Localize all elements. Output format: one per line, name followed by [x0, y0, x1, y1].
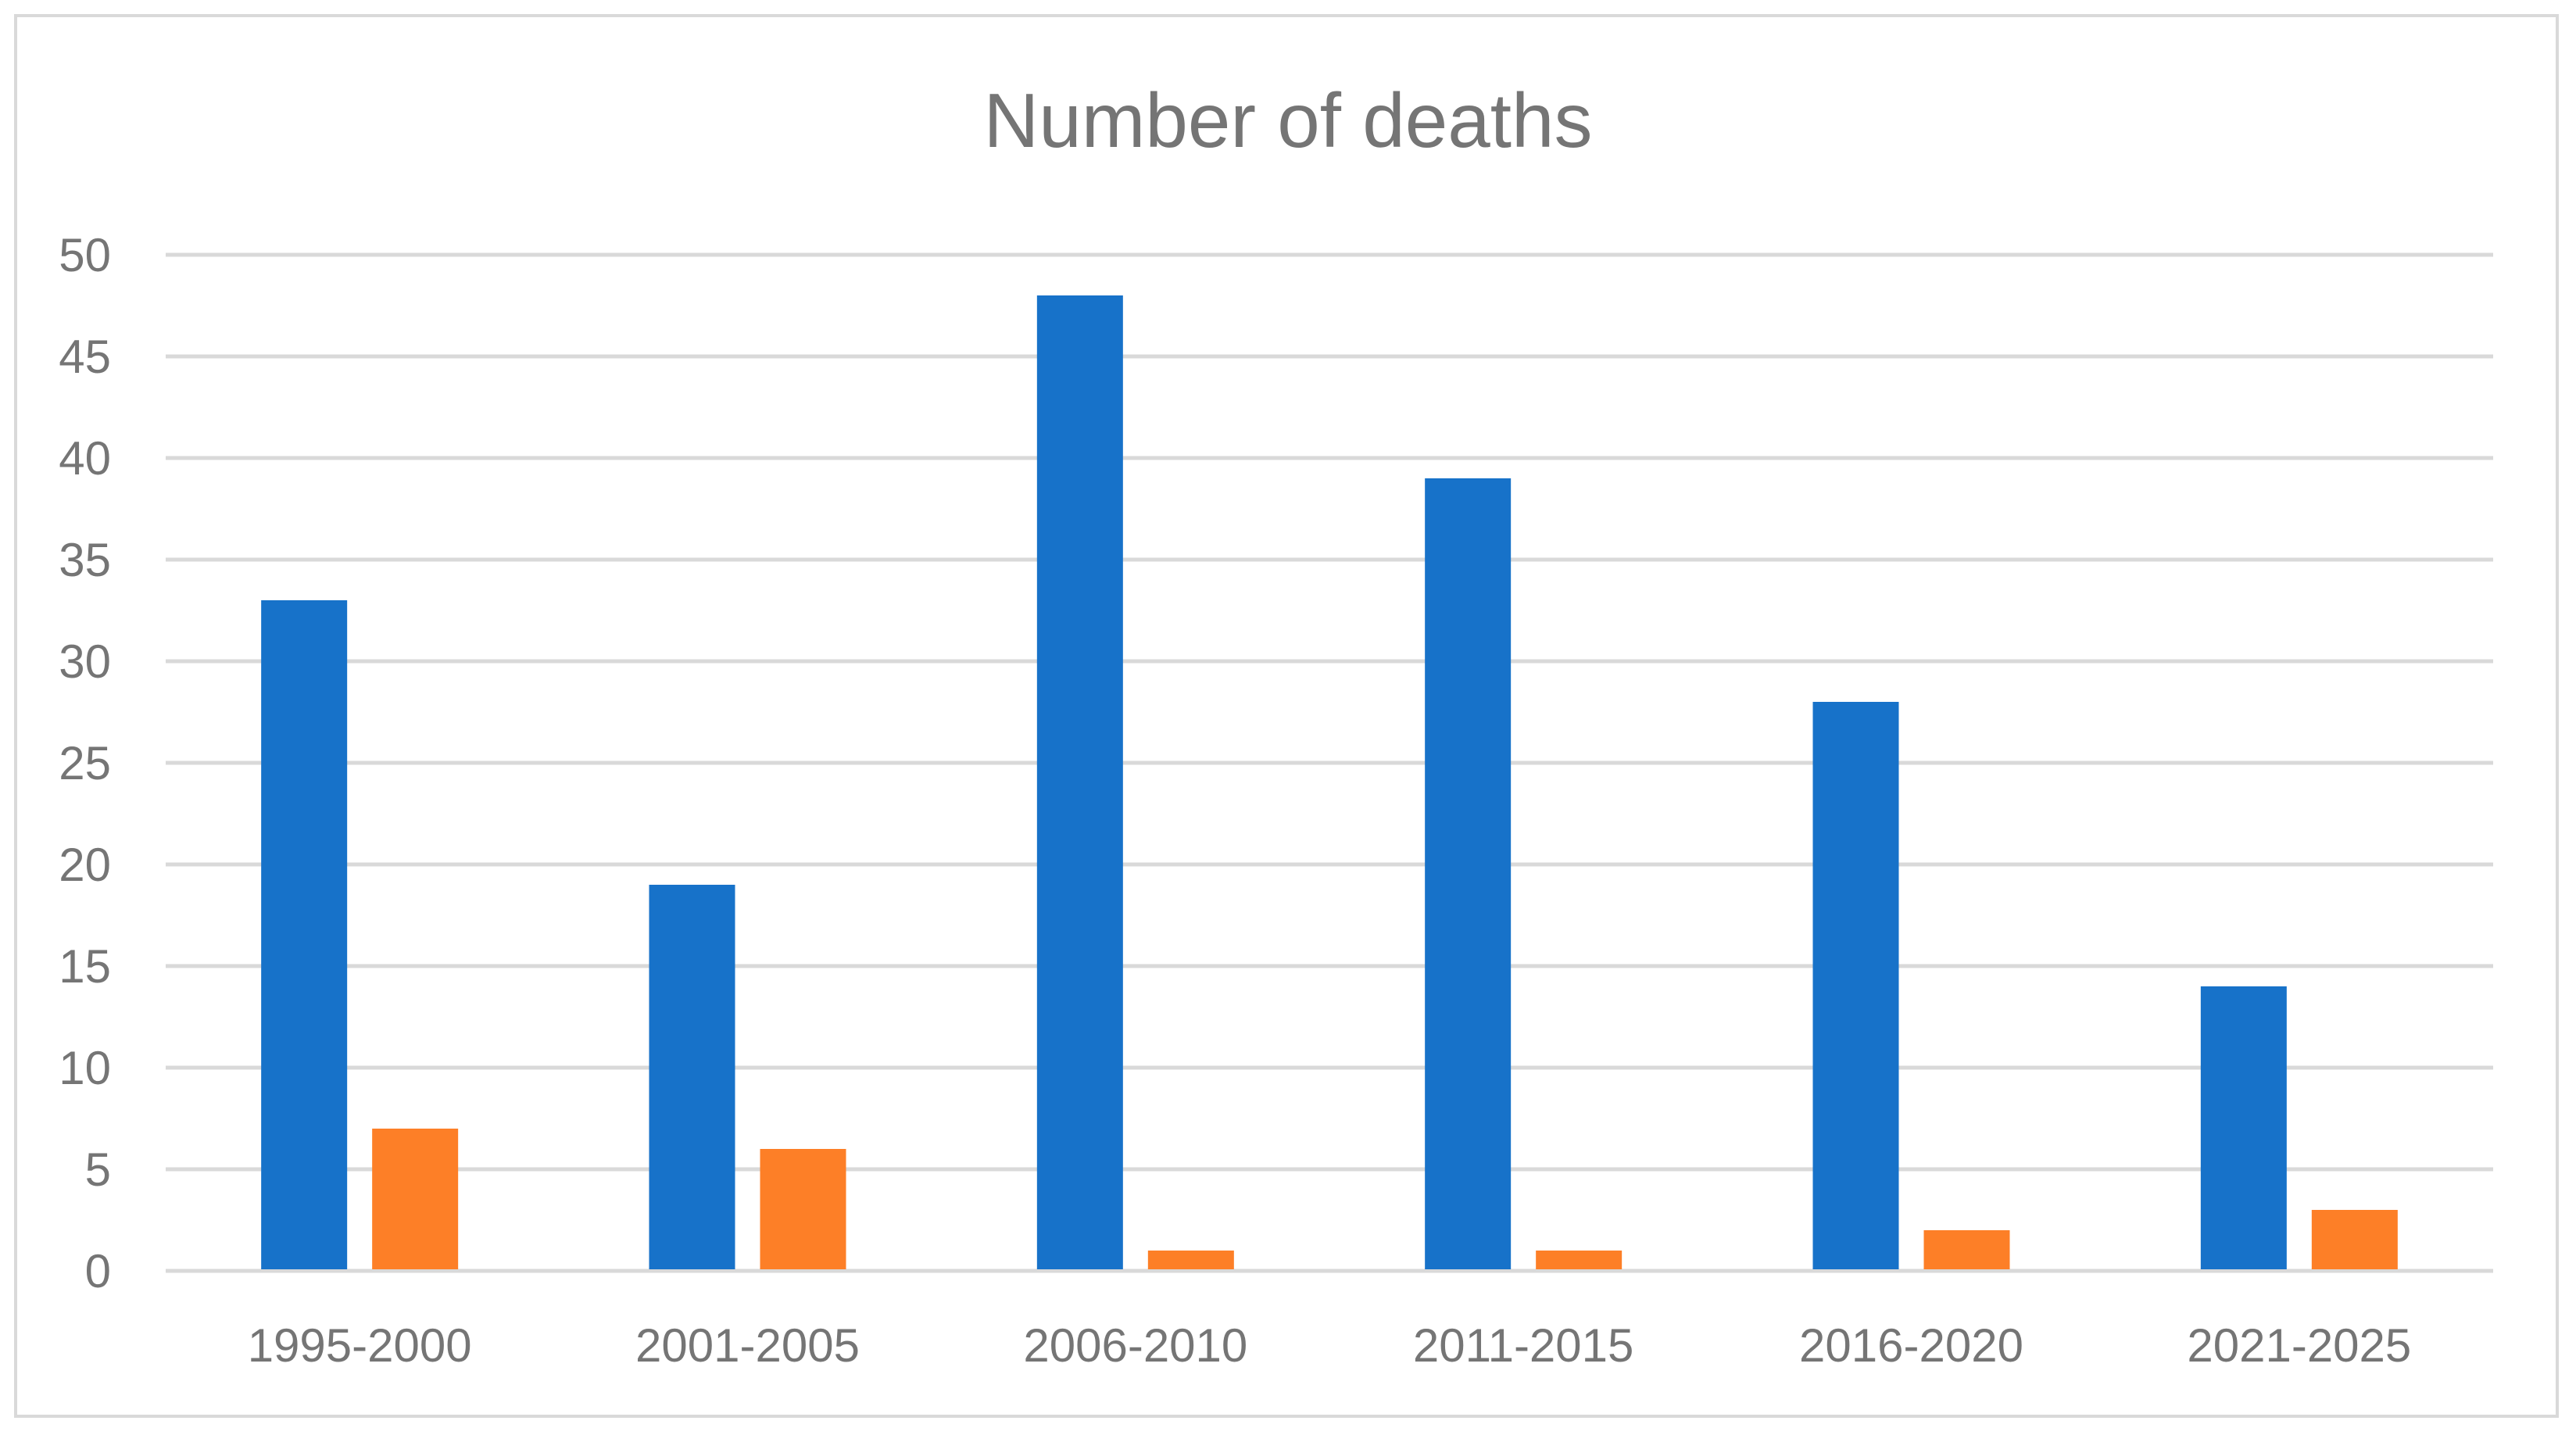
- bar-series2-2006-2010: [1147, 1251, 1234, 1269]
- y-tick-label: 25: [59, 737, 111, 789]
- y-tick-label: 50: [59, 229, 111, 281]
- bars: [261, 295, 2398, 1269]
- bar-series2-2001-2005: [760, 1149, 846, 1269]
- bar-series2-2016-2020: [1923, 1230, 2010, 1269]
- bar-series2-2021-2025: [2311, 1210, 2398, 1269]
- bar-series1-2011-2015: [1425, 478, 1512, 1269]
- chart-title: Number of deaths: [984, 77, 1593, 163]
- y-tick-label: 20: [59, 839, 111, 891]
- y-tick-label: 5: [85, 1143, 111, 1196]
- y-axis-ticks: 0 5 10 15 20 25 30 35 40 45 50: [59, 229, 111, 1297]
- bar-series2-1995-2000: [372, 1129, 459, 1269]
- bar-series2-2011-2015: [1536, 1251, 1623, 1269]
- y-tick-label: 15: [59, 940, 111, 993]
- bar-series1-2006-2010: [1036, 295, 1123, 1269]
- bar-series1-2016-2020: [1812, 702, 1899, 1269]
- x-tick-label: 2016-2020: [1799, 1319, 2023, 1372]
- x-tick-label: 2021-2025: [2187, 1319, 2411, 1372]
- bar-series1-1995-2000: [261, 600, 348, 1269]
- x-tick-label: 2001-2005: [635, 1319, 860, 1372]
- x-tick-label: 2011-2015: [1413, 1319, 1633, 1372]
- y-tick-label: 0: [85, 1245, 111, 1297]
- x-tick-label: 1995-2000: [248, 1319, 472, 1372]
- bar-series1-2001-2005: [649, 885, 735, 1269]
- gridlines: [166, 252, 2493, 1273]
- y-tick-label: 30: [59, 635, 111, 688]
- x-axis-ticks: 1995-2000 2001-2005 2006-2010 2011-2015 2016…: [248, 1319, 2412, 1372]
- y-tick-label: 40: [59, 432, 111, 485]
- x-tick-label: 2006-2010: [1023, 1319, 1247, 1372]
- y-tick-label: 10: [59, 1042, 111, 1094]
- y-tick-label: 35: [59, 534, 111, 586]
- y-tick-label: 45: [59, 331, 111, 383]
- bar-series1-2021-2025: [2200, 986, 2287, 1269]
